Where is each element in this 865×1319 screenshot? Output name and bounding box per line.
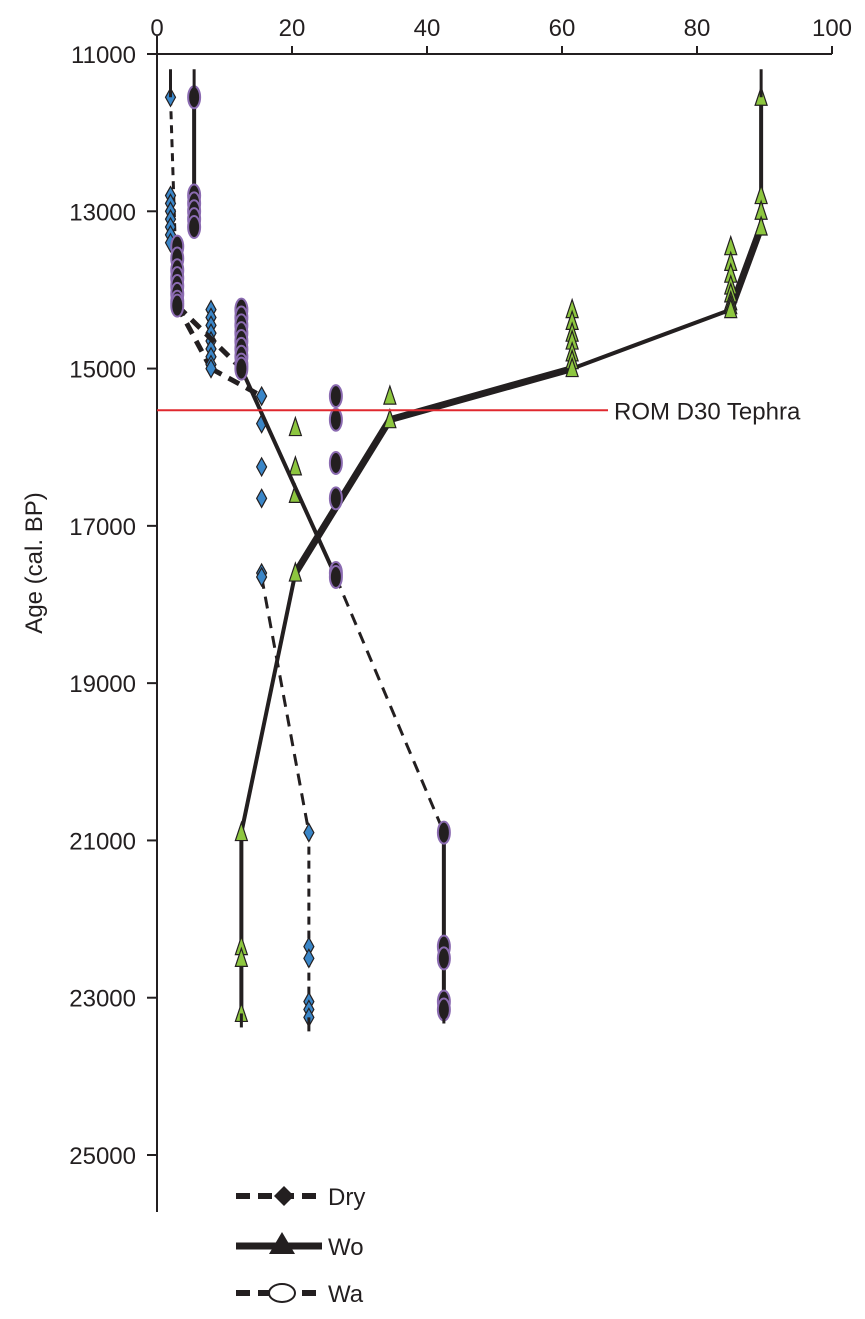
x-tick-label: 40 (414, 15, 441, 42)
series-wo (234, 69, 768, 1028)
wo-connector (388, 365, 574, 424)
wo-point (234, 820, 249, 842)
legend-wa-circle-icon (268, 1283, 296, 1303)
wo-point (234, 946, 249, 967)
legend-wo-label: Wo (328, 1234, 364, 1261)
wa-point (328, 486, 343, 511)
y-axis-title: Age (cal. BP) (21, 492, 48, 633)
wa-point (234, 356, 249, 381)
legend-dry-diamond-icon (274, 1186, 294, 1206)
dry-point (255, 566, 268, 588)
wo-point (565, 356, 579, 378)
wa-connector (239, 367, 338, 578)
dry-point (205, 358, 217, 379)
y-tick-label: 23000 (69, 986, 136, 1013)
wo-point (383, 407, 397, 429)
wa-point (328, 564, 343, 589)
wa-point (436, 946, 451, 971)
x-tick-label: 80 (684, 15, 711, 42)
legend-item-wo: Wo (236, 1232, 364, 1261)
dry-point (303, 948, 315, 969)
wa-point (170, 293, 185, 318)
wa-point (328, 407, 343, 432)
wa-point (187, 215, 202, 240)
wo-point (288, 561, 303, 582)
x-tick-label: 20 (279, 15, 306, 42)
dry-point (255, 385, 268, 407)
axes: 0 20 40 60 80 100 11000 13000 15000 17000 19000 210… (69, 15, 852, 1212)
y-tick-label: 13000 (69, 199, 136, 226)
wo-point (723, 297, 738, 319)
wo-connector (239, 572, 298, 833)
dry-connector (175, 304, 214, 370)
wo-connector (727, 225, 765, 311)
y-tick-label: 19000 (69, 671, 136, 698)
wo-point (288, 454, 303, 476)
x-tick-label: 60 (549, 15, 576, 42)
dry-point (255, 488, 268, 509)
wa-point (436, 820, 451, 845)
legend: Dry Wo Wa (236, 1184, 365, 1308)
dry-point (255, 456, 268, 478)
series-wa (170, 69, 451, 1024)
dry-point (303, 822, 315, 843)
wa-connector (334, 576, 446, 834)
legend-item-dry: Dry (236, 1184, 365, 1211)
dry-connector (260, 576, 311, 833)
wo-point (288, 415, 303, 437)
annotation-layer: ROM D30 Tephra (157, 398, 801, 425)
wo-point (383, 384, 397, 405)
y-tick-label: 25000 (69, 1143, 136, 1170)
legend-wo-triangle-icon (269, 1232, 295, 1254)
x-tick-label: 0 (150, 15, 163, 42)
legend-wa-label: Wa (328, 1281, 364, 1308)
wa-point (328, 384, 343, 409)
tephra-label: ROM D30 Tephra (614, 398, 801, 425)
series-layer (164, 69, 768, 1032)
y-tick-label: 17000 (69, 514, 136, 541)
x-tick-label: 100 (812, 15, 852, 42)
y-tick-label: 11000 (71, 42, 136, 69)
legend-dry-label: Dry (328, 1184, 365, 1211)
legend-item-wa: Wa (236, 1281, 364, 1308)
y-tick-label: 15000 (69, 357, 136, 384)
wo-point (754, 215, 768, 236)
wa-connector (175, 303, 244, 371)
wo-connector (571, 307, 732, 371)
wa-point (328, 450, 343, 475)
y-tick-label: 21000 (69, 828, 136, 855)
